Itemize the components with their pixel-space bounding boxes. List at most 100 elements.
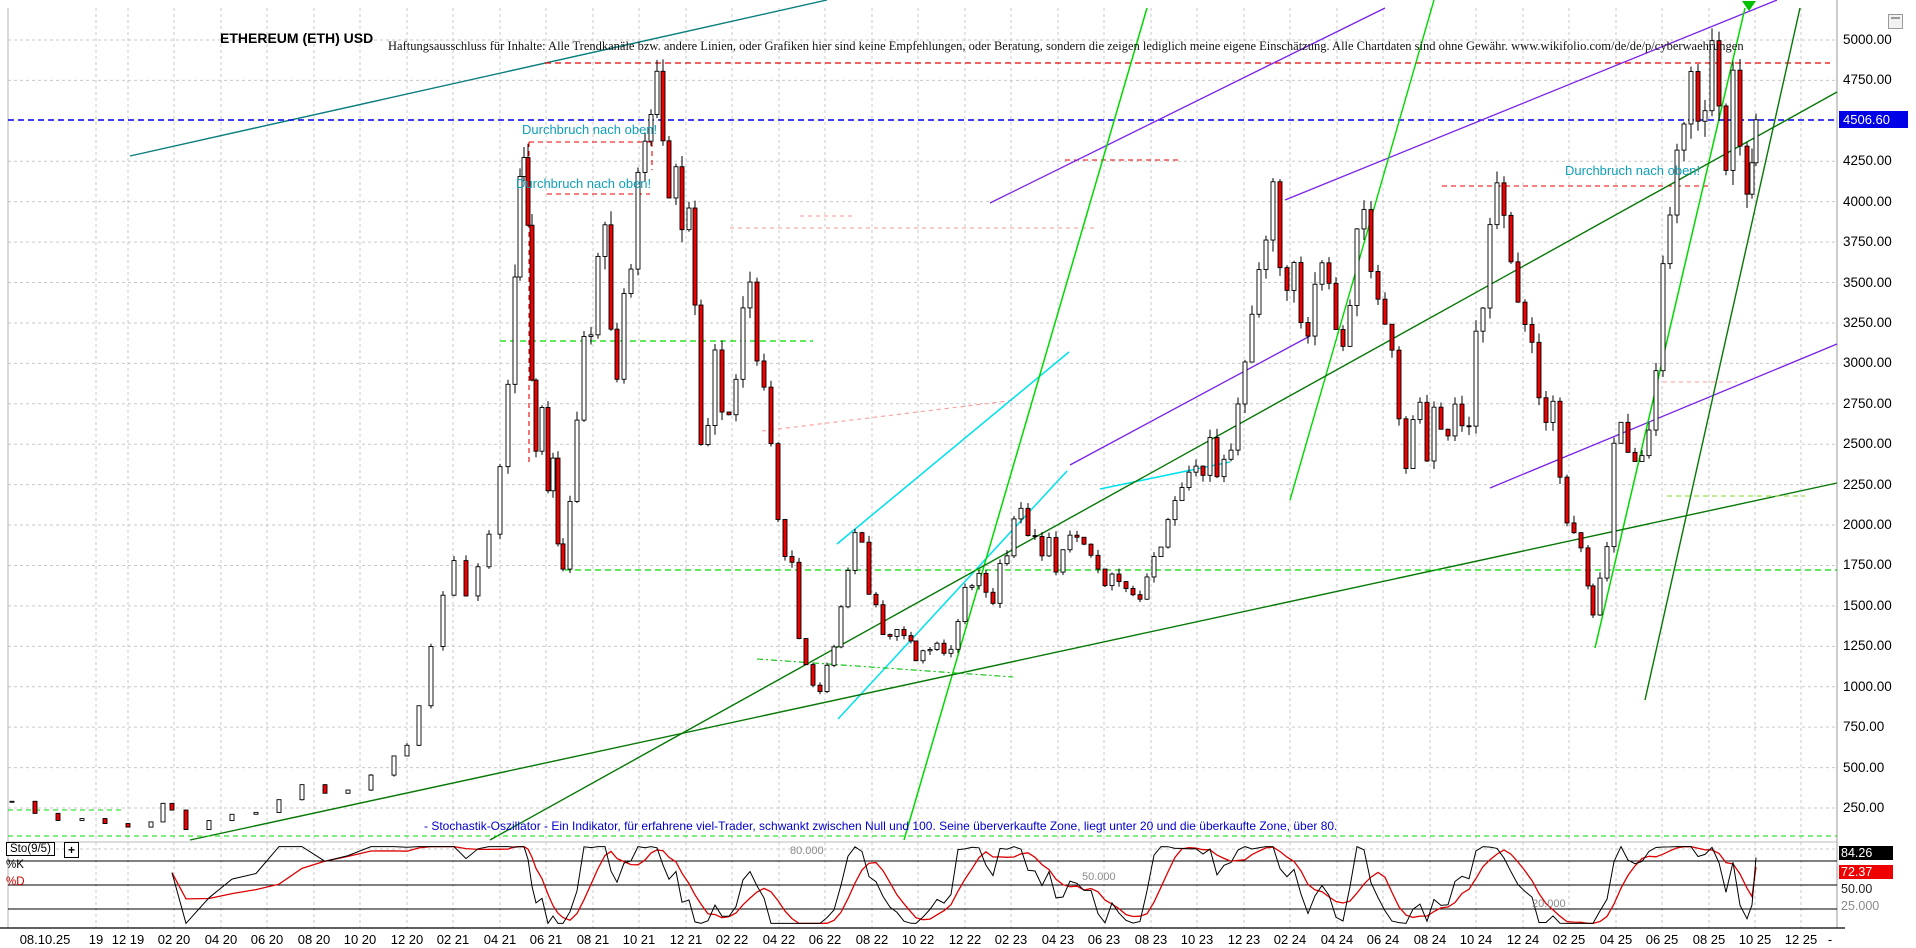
- candle-body: [1340, 329, 1346, 347]
- candle-body: [990, 591, 996, 604]
- candle-body: [1410, 419, 1416, 469]
- candle-body: [1291, 262, 1297, 291]
- candle-body: [810, 664, 816, 686]
- candle-body: [887, 634, 893, 637]
- x-axis-label: 06 23: [1087, 932, 1121, 947]
- candle-body: [1501, 182, 1507, 216]
- y-axis-label: 2000.00: [1843, 517, 1892, 532]
- candle-body: [873, 593, 879, 606]
- sto-level-label: 50.000: [1082, 871, 1116, 883]
- x-axis-label: 02 23: [994, 932, 1028, 947]
- candle-body: [512, 276, 518, 385]
- stochastic-description: - Stochastik-Oszillator - Ein Indikator,…: [424, 819, 1338, 833]
- x-axis-label: 12 21: [669, 932, 703, 947]
- x-axis-label: 19: [88, 932, 104, 947]
- d-line-legend: %D: [6, 876, 25, 888]
- candle-body: [1494, 182, 1500, 226]
- candle-body: [1004, 555, 1010, 565]
- x-axis-label: 04 21: [483, 932, 517, 947]
- candle-body: [908, 635, 914, 642]
- candle-body: [1067, 534, 1073, 551]
- candle-body: [997, 563, 1003, 604]
- candle-body: [1018, 507, 1024, 520]
- candle-body: [852, 532, 858, 571]
- x-axis-label: 04 23: [1041, 932, 1075, 947]
- candle-body: [1557, 400, 1563, 478]
- x-axis-label: 02 24: [1273, 932, 1307, 947]
- trendline-purple-3: [1069, 335, 1311, 466]
- candle-body: [1060, 549, 1066, 573]
- candle-body: [1681, 123, 1687, 151]
- candle-body: [148, 821, 154, 828]
- candle-body: [733, 378, 739, 416]
- candle-body: [463, 560, 469, 597]
- x-axis-label: 10 24: [1459, 932, 1493, 947]
- candle-body: [1522, 301, 1528, 325]
- candle-body: [628, 268, 634, 294]
- candle-body: [705, 425, 711, 445]
- candle-body: [1585, 547, 1591, 587]
- y-axis-label: 1000.00: [1843, 679, 1892, 694]
- candle-body: [726, 411, 732, 416]
- trendline-long-support-2: [489, 91, 1838, 841]
- candle-body: [1242, 361, 1248, 405]
- candle-body: [927, 649, 933, 652]
- candle-body: [698, 304, 704, 445]
- candle-body: [1438, 406, 1444, 430]
- candle-body: [1109, 573, 1115, 587]
- x-axis-label: 12 20: [390, 932, 424, 947]
- candle-body: [1749, 162, 1755, 195]
- candle-body: [567, 500, 573, 570]
- trendline-green-declining-dash: [756, 658, 1014, 678]
- x-axis-label: 04 24: [1320, 932, 1354, 947]
- x-axis-label: 12 19: [111, 932, 145, 947]
- candle-body: [1130, 588, 1136, 596]
- trendline-purple-1: [989, 7, 1386, 204]
- disclaimer-text: Haftungsausschluss für Inhalte: Alle Tre…: [388, 39, 1744, 53]
- candle-body: [1011, 518, 1017, 557]
- candle-body: [1193, 465, 1199, 473]
- add-indicator-button[interactable]: +: [64, 842, 80, 858]
- y-axis-label: 750.00: [1843, 719, 1885, 734]
- candle-body: [955, 621, 961, 650]
- candle-body: [969, 585, 975, 588]
- candle-body: [608, 224, 614, 330]
- candle-body: [1515, 261, 1521, 303]
- candle-body: [1277, 181, 1283, 269]
- candle-body: [1354, 228, 1360, 306]
- candle-body: [1228, 449, 1234, 460]
- candle-body: [761, 360, 767, 388]
- candle-body: [545, 407, 551, 492]
- candle-body: [550, 457, 556, 492]
- candle-body: [1046, 537, 1052, 557]
- candle-body: [1590, 585, 1596, 616]
- candle-body: [1571, 522, 1577, 534]
- x-axis-label: 12 23: [1227, 932, 1261, 947]
- candle-body: [934, 642, 940, 650]
- trendline-pink-rising: [761, 399, 1017, 432]
- candle-body: [1709, 40, 1715, 112]
- candle-body: [1625, 421, 1631, 453]
- current-price-badge: 4506.60: [1839, 111, 1908, 128]
- candle-body: [475, 566, 481, 597]
- candle-body: [1452, 403, 1458, 437]
- window-restore-icon[interactable]: [1888, 14, 1903, 29]
- y-axis-label: 250.00: [1843, 800, 1885, 815]
- candle-body: [368, 774, 374, 791]
- candle-body: [913, 640, 919, 662]
- candle-body: [1417, 401, 1423, 421]
- y-axis-label: 3750.00: [1843, 234, 1892, 249]
- x-axis-label: 08 23: [1134, 932, 1168, 947]
- candle-body: [1597, 577, 1603, 616]
- sto-value-label: 25.000: [1841, 899, 1880, 913]
- y-axis-label: 4750.00: [1843, 72, 1892, 87]
- sto-indicator-button[interactable]: Sto(9/5): [6, 842, 55, 856]
- x-axis-label: 10 22: [901, 932, 935, 947]
- breakout-annotation: Durchbruch nach oben!: [522, 122, 658, 137]
- candle-body: [345, 789, 351, 794]
- candle-body: [1039, 536, 1045, 557]
- candle-body: [1270, 181, 1276, 241]
- x-axis-label: 02 22: [715, 932, 749, 947]
- candle-body: [1368, 209, 1374, 272]
- candle-body: [1473, 330, 1479, 427]
